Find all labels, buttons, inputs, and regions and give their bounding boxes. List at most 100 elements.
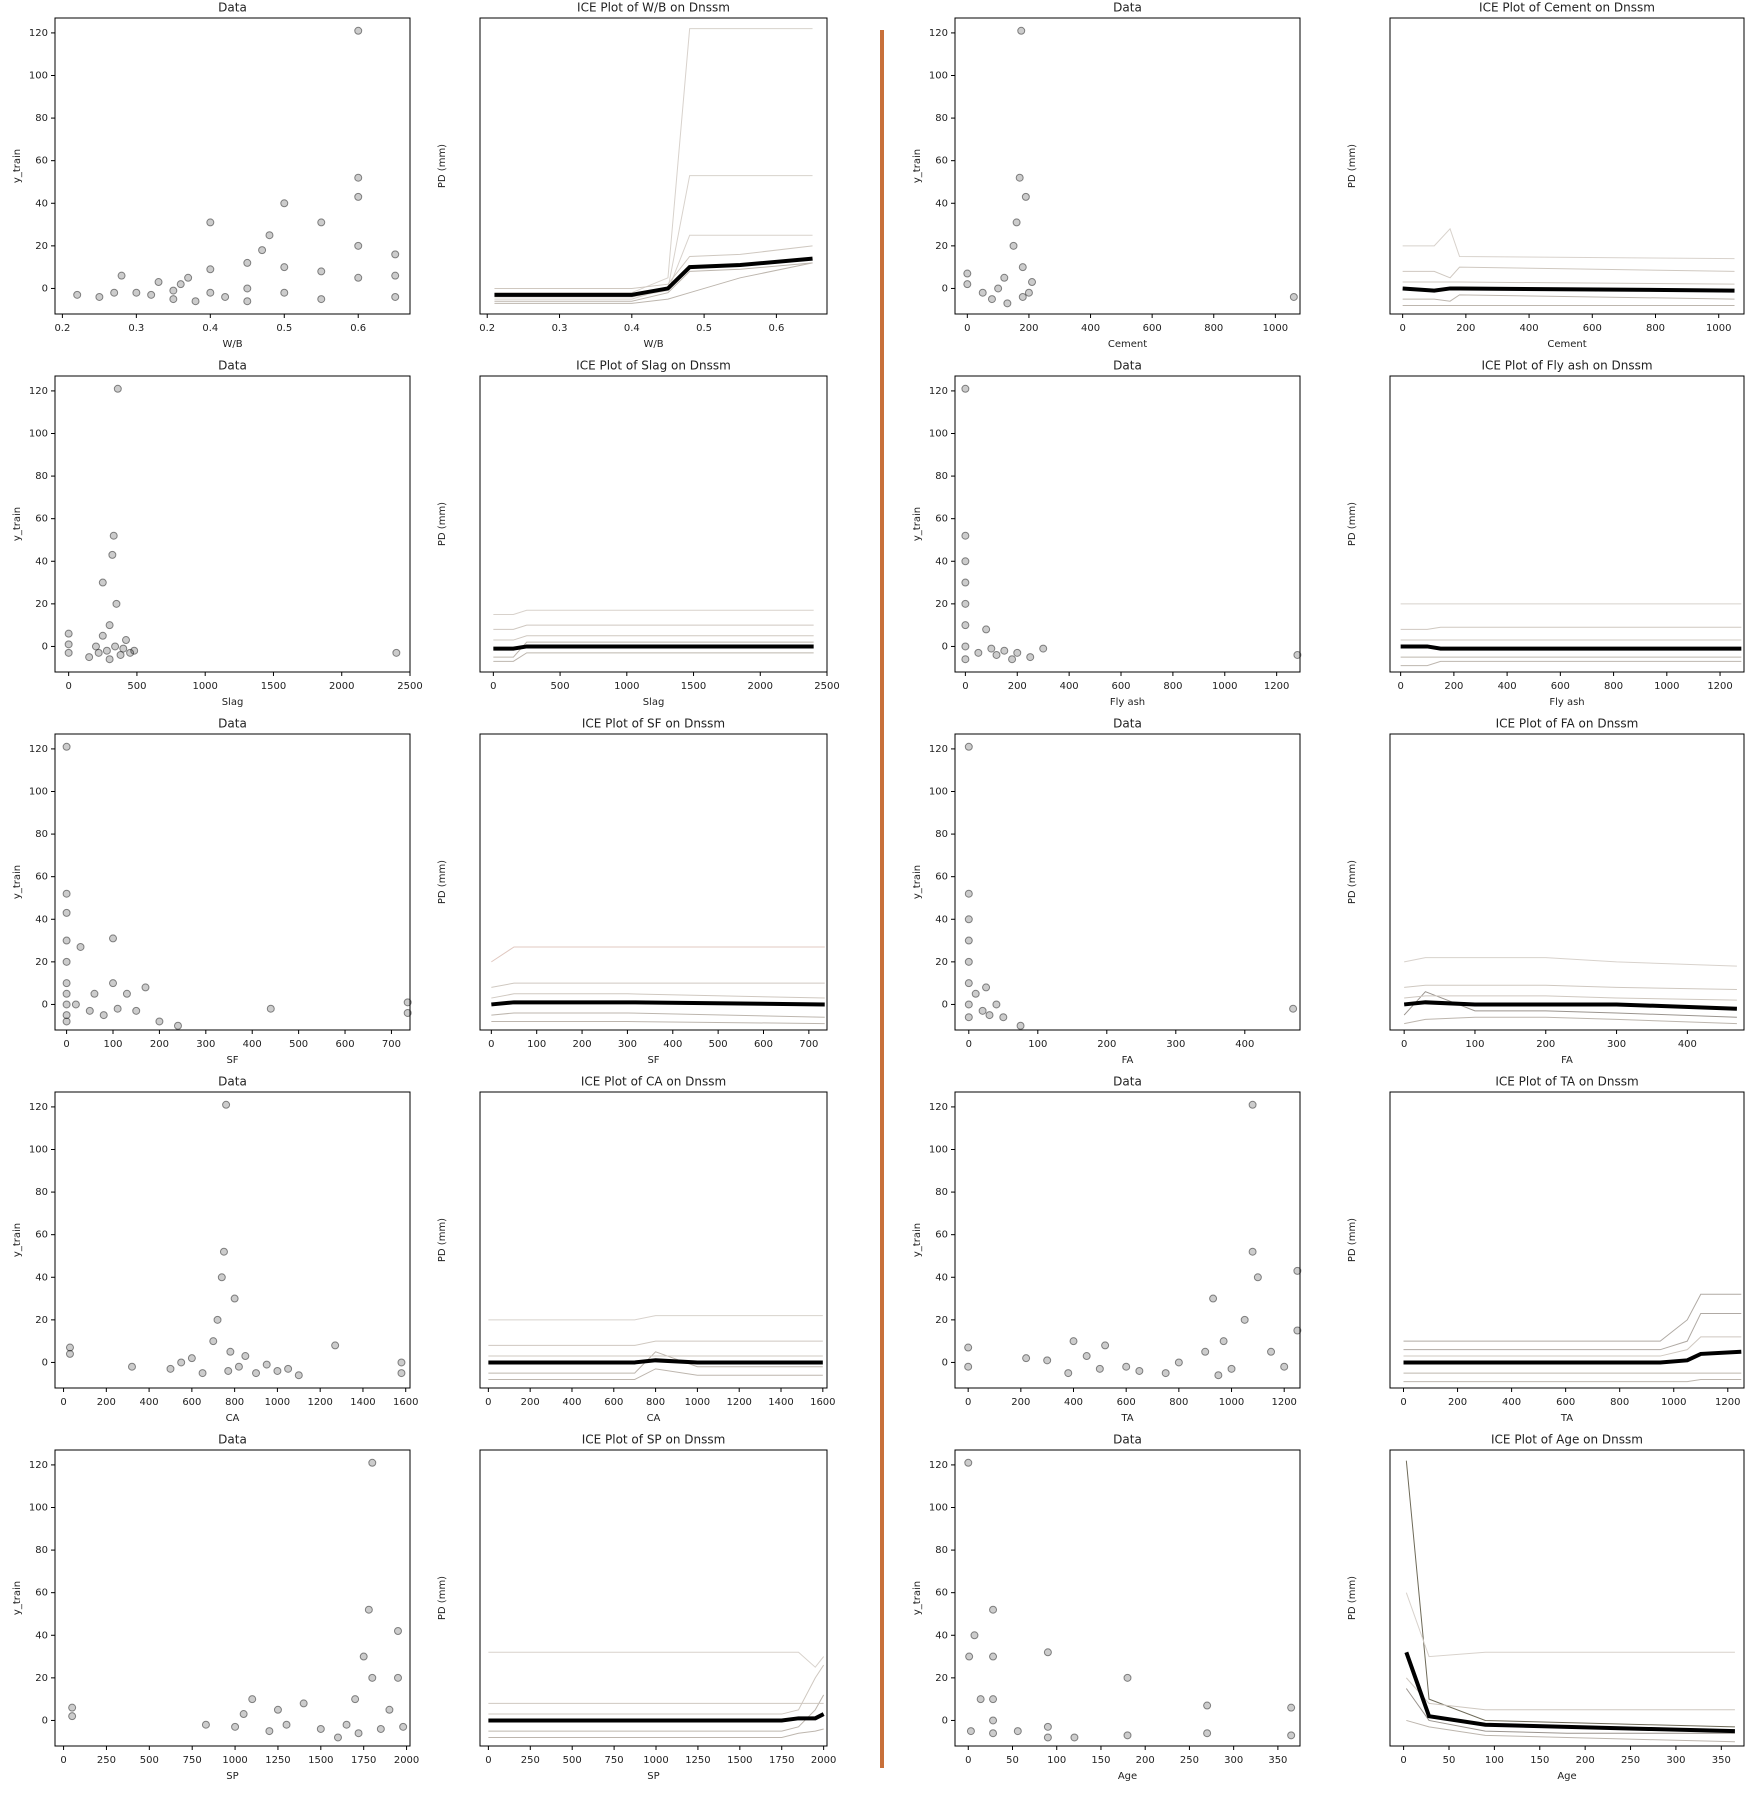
data-point — [354, 241, 363, 250]
data-point — [964, 957, 973, 966]
data-point — [385, 1705, 394, 1714]
x-tick-label: 500 — [563, 1755, 582, 1766]
x-tick-label: 500 — [140, 1755, 159, 1766]
ice-line — [1402, 281, 1735, 285]
data-point — [1101, 1341, 1110, 1350]
x-tick-label: 200 — [1576, 1755, 1595, 1766]
data-point — [221, 292, 230, 301]
x-tick-label: 250 — [1180, 1755, 1199, 1766]
y-tick-label: 60 — [935, 1230, 948, 1241]
y-tick-label: 60 — [935, 156, 948, 167]
data-point — [109, 934, 118, 943]
data-point — [1289, 292, 1298, 301]
data-point — [258, 246, 267, 255]
x-tick-label: 50 — [1006, 1755, 1019, 1766]
data-point — [982, 625, 991, 634]
data-point — [141, 983, 150, 992]
data-point — [964, 742, 973, 751]
data-point — [166, 1364, 175, 1373]
y-tick-label: 120 — [29, 1460, 48, 1471]
x-tick-label: 200 — [1097, 1039, 1116, 1050]
data-point — [282, 1720, 291, 1729]
data-point — [1293, 1326, 1302, 1335]
ice-line — [491, 1020, 825, 1025]
data-point — [391, 250, 400, 259]
data-point — [1026, 653, 1035, 662]
data-point — [354, 173, 363, 182]
y-axis-label: y_train — [12, 865, 23, 899]
data-point — [317, 218, 326, 227]
data-point — [992, 650, 1001, 659]
x-tick-label: 1500 — [261, 681, 286, 692]
plot-title: ICE Plot of Slag on Dnssm — [576, 359, 731, 373]
data-point — [280, 288, 289, 297]
plot-title: ICE Plot of Age on Dnssm — [1491, 1433, 1643, 1447]
x-tick-label: 100 — [1485, 1755, 1504, 1766]
x-tick-label: 2000 — [394, 1755, 419, 1766]
data-point — [95, 292, 104, 301]
x-tick-label: 1200 — [1707, 681, 1732, 692]
plot-title: Data — [218, 359, 247, 373]
plot-frame — [1389, 375, 1745, 673]
data-point — [964, 1000, 973, 1009]
x-tick-label: 200 — [1448, 1397, 1467, 1408]
y-tick-label: 80 — [935, 113, 948, 124]
data-point — [191, 297, 200, 306]
data-point — [1000, 273, 1009, 282]
x-axis-label: Fly ash — [1549, 697, 1584, 708]
x-tick-label: 400 — [243, 1039, 262, 1050]
data-point — [1082, 1352, 1091, 1361]
x-tick-label: 1000 — [1212, 681, 1237, 692]
x-tick-label: 1000 — [1661, 1397, 1686, 1408]
data-point — [961, 599, 970, 608]
y-tick-label: 60 — [35, 156, 48, 167]
y-tick-label: 120 — [929, 1102, 948, 1113]
data-point — [99, 1011, 108, 1020]
pd-line — [1403, 1349, 1742, 1365]
data-point — [113, 384, 122, 393]
y-axis-label: y_train — [12, 1581, 23, 1615]
y-tick-label: 20 — [35, 957, 48, 968]
data-point — [1043, 1648, 1052, 1657]
data-point — [333, 1733, 342, 1742]
ice-line — [1403, 1293, 1742, 1342]
data-point — [110, 288, 119, 297]
x-axis-label: Age — [1557, 1771, 1576, 1782]
x-tick-label: 800 — [646, 1397, 665, 1408]
data-point — [987, 644, 996, 653]
data-point — [294, 1371, 303, 1380]
y-axis-label: PD (mm) — [437, 502, 448, 546]
y-axis-label: PD (mm) — [1347, 144, 1358, 188]
data-point — [1021, 192, 1030, 201]
data-point — [963, 280, 972, 289]
data-point — [978, 1006, 987, 1015]
x-tick-label: 0 — [962, 681, 968, 692]
plot-frame — [479, 17, 828, 315]
plot-frame — [479, 733, 828, 1031]
plot-frame — [479, 1091, 828, 1389]
data-point — [198, 1369, 207, 1378]
x-tick-label: 1000 — [643, 1755, 668, 1766]
x-tick-label: 300 — [1607, 1039, 1626, 1050]
x-tick-label: 600 — [182, 1397, 201, 1408]
data-point — [989, 1605, 998, 1614]
x-tick-label: 100 — [103, 1039, 122, 1050]
x-tick-label: 750 — [183, 1755, 202, 1766]
plot-title: Data — [218, 1433, 247, 1447]
ice-line — [1405, 1592, 1735, 1658]
y-axis-label: y_train — [912, 149, 923, 183]
x-tick-label: 600 — [1143, 323, 1162, 334]
y-tick-label: 100 — [29, 786, 48, 797]
y-tick-label: 0 — [42, 283, 48, 294]
y-tick-label: 80 — [935, 829, 948, 840]
x-axis-label: CA — [226, 1413, 240, 1424]
data-point — [241, 1352, 250, 1361]
data-point — [987, 295, 996, 304]
data-point — [1209, 1294, 1218, 1303]
data-point — [1203, 1729, 1212, 1738]
data-point — [1293, 650, 1302, 659]
x-tick-label: 1600 — [810, 1397, 835, 1408]
x-tick-label: 400 — [562, 1397, 581, 1408]
x-tick-label: 0 — [485, 1755, 491, 1766]
plot-title: ICE Plot of CA on Dnssm — [581, 1075, 726, 1089]
